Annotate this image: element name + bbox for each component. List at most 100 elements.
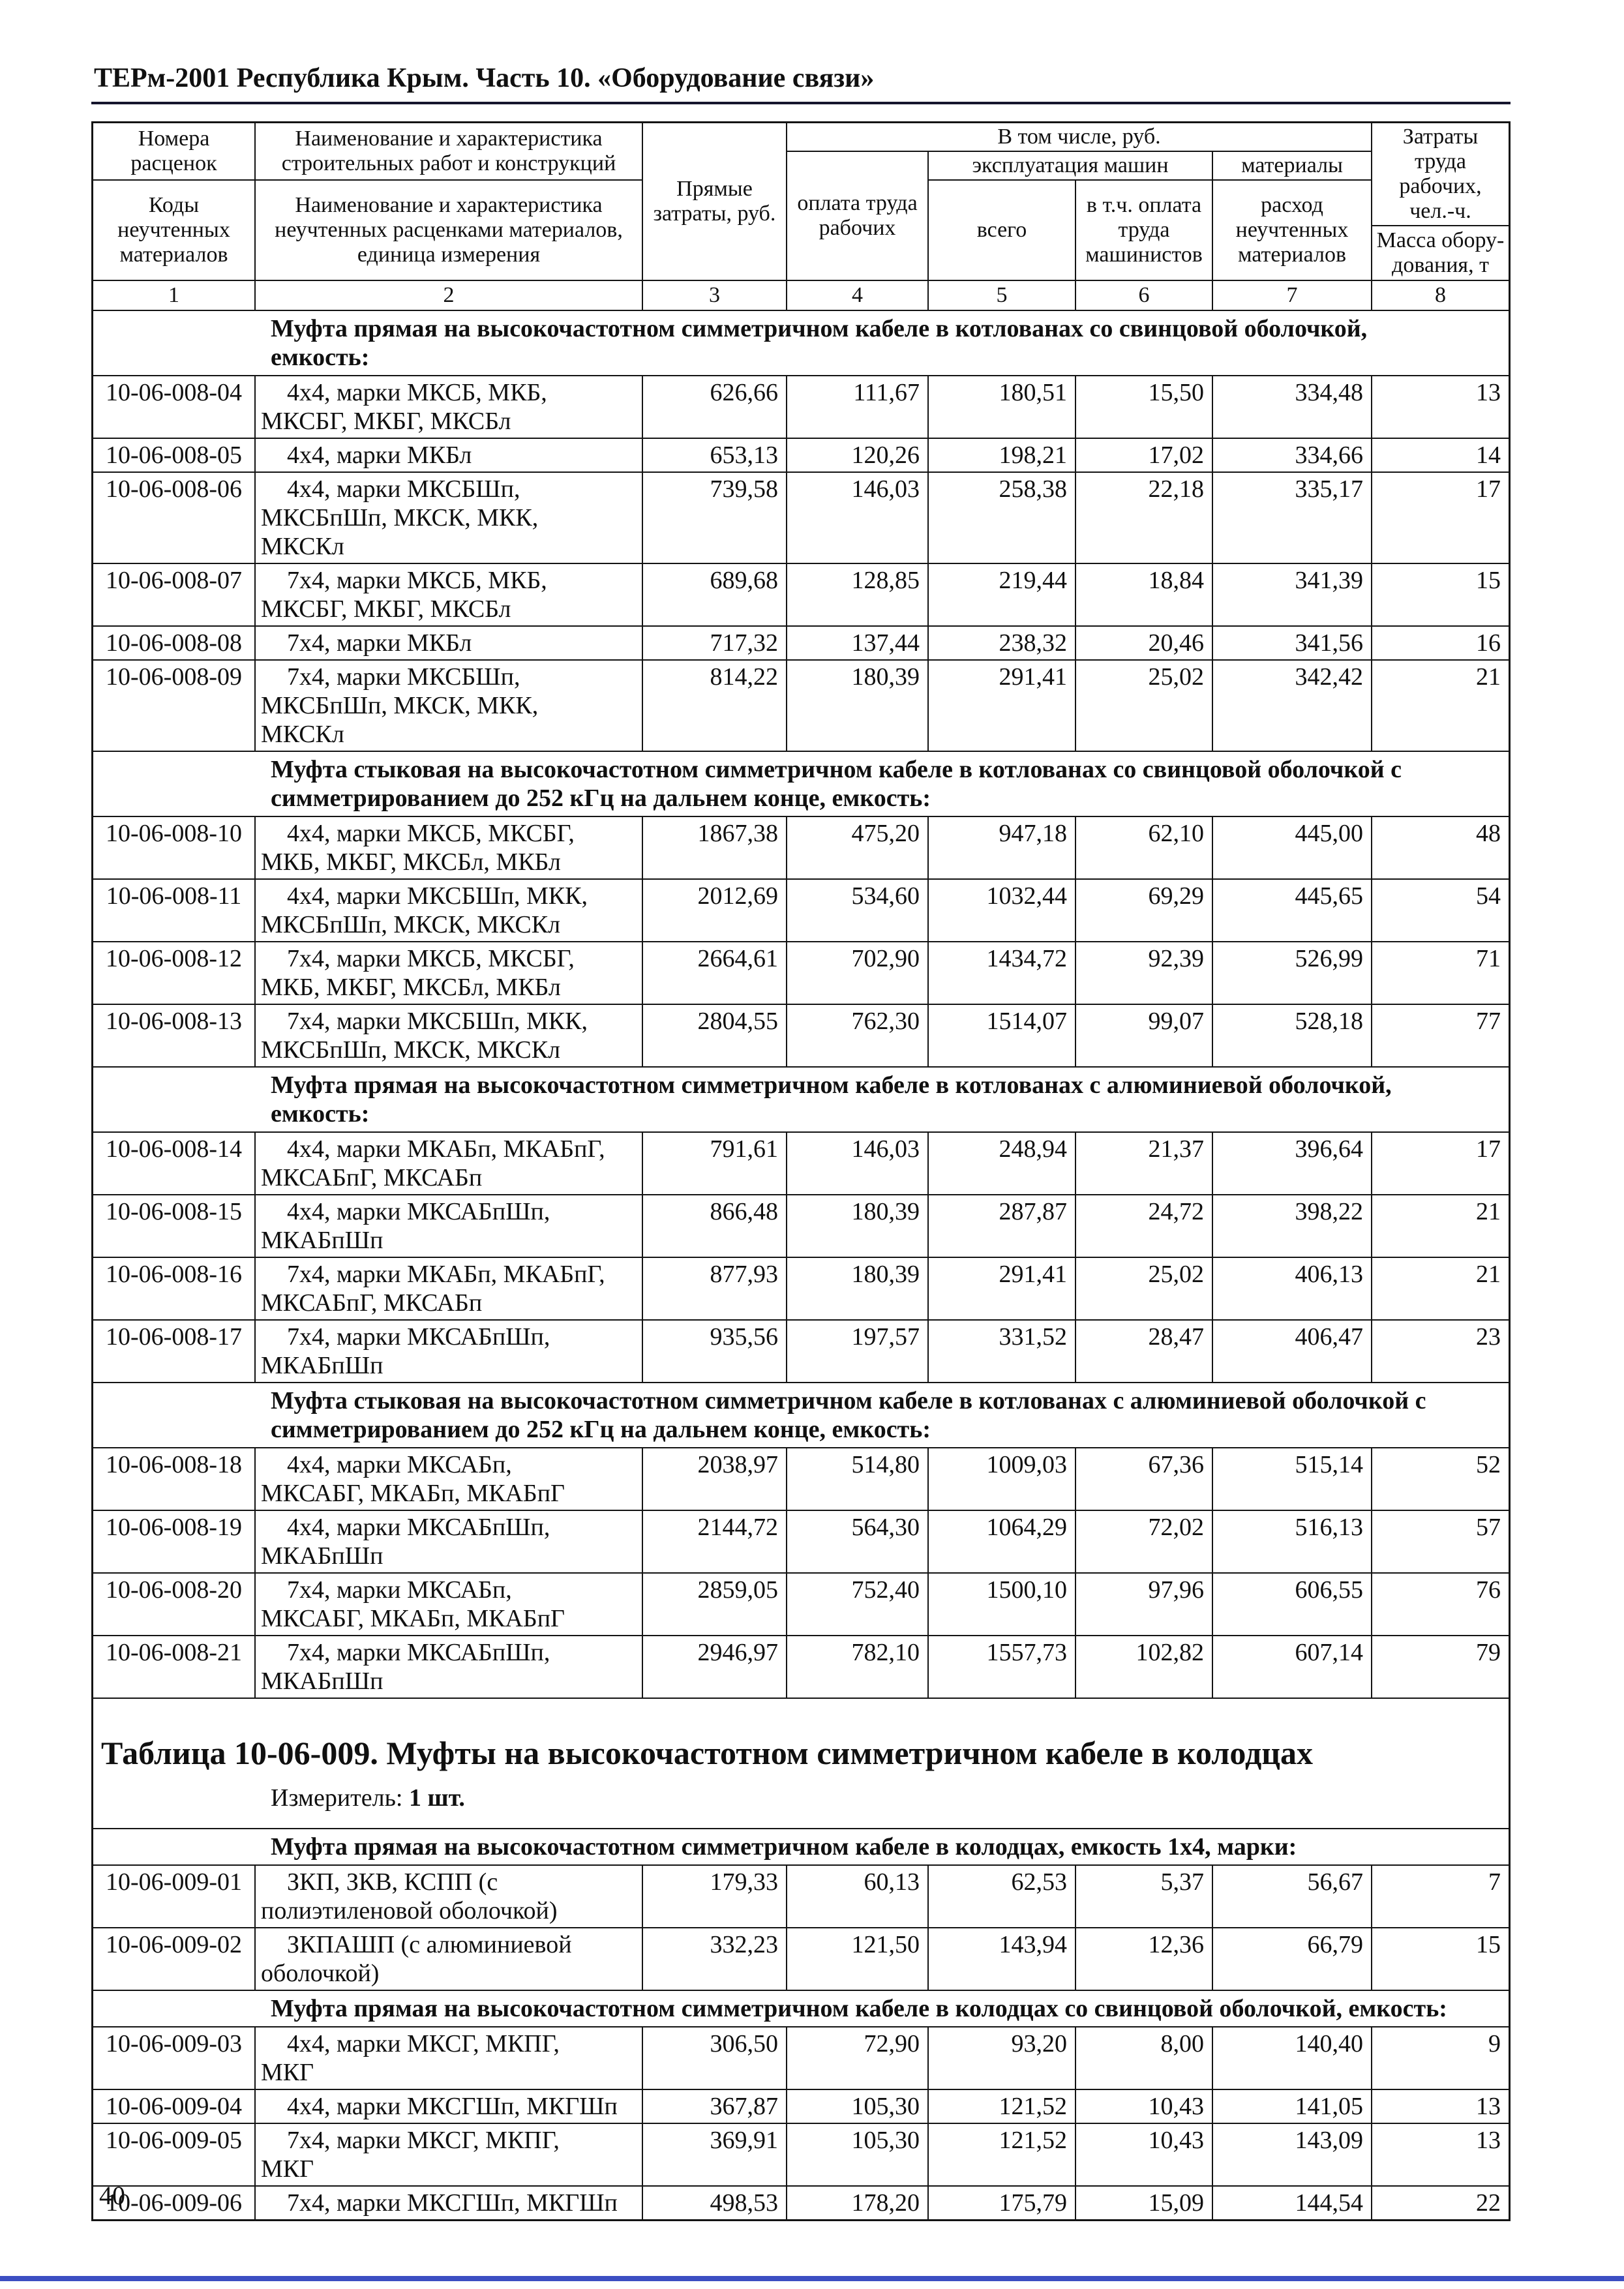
row-value: 607,14 — [1213, 1636, 1372, 1699]
row-name: 4х4, марки МКСБШп, МКК, МКСБпШп, МКСК, М… — [256, 880, 643, 942]
row-value: 334,48 — [1213, 376, 1372, 439]
row-value: 947,18 — [929, 817, 1076, 880]
row-name: 7х4, марки МКСАБп, МКСАБГ, МКАБп, МКАБпГ — [256, 1574, 643, 1636]
row-value: 1557,73 — [929, 1636, 1076, 1699]
row-value: 10,43 — [1076, 2090, 1213, 2124]
row-value: 2144,72 — [643, 1511, 787, 1574]
table-row: 10-06-009-05 7х4, марки МКСГ, МКПГ, МКГ 36… — [93, 2124, 1509, 2187]
table-row: 10-06-009-01 ЗКП, ЗКВ, КСПП (с полиэтилен… — [93, 1866, 1509, 1928]
row-code: 10-06-008-07 — [93, 564, 256, 627]
row-value: 180,39 — [787, 1195, 929, 1258]
row-value: 341,39 — [1213, 564, 1372, 627]
row-value: 15,09 — [1076, 2187, 1213, 2219]
row-value: 198,21 — [929, 439, 1076, 473]
table-row: 10-06-008-21 7х4, марки МКСАБпШп, МКАБпШп… — [93, 1636, 1509, 1699]
row-value: 739,58 — [643, 473, 787, 564]
table-row: 10-06-008-08 7х4, марки МКБл 717,32 137,44 2… — [93, 627, 1509, 661]
header-cell-labor-pay: оплата труда рабочих — [787, 152, 929, 281]
row-value: 291,41 — [929, 661, 1076, 752]
row-code: 10-06-008-14 — [93, 1133, 256, 1195]
header-cell-direct-costs: Прямые затраты, руб. — [643, 123, 787, 281]
row-name: ЗКП, ЗКВ, КСПП (с полиэтиленовой оболочк… — [256, 1866, 643, 1928]
row-value: 72,90 — [787, 2027, 929, 2090]
row-value: 406,13 — [1213, 1258, 1372, 1321]
row-value: 10,43 — [1076, 2124, 1213, 2187]
row-value: 8,00 — [1076, 2027, 1213, 2090]
table-row: 10-06-008-11 4х4, марки МКСБШп, МКК, МКСБ… — [93, 880, 1509, 942]
header-group-machines: эксплуатация машин — [929, 152, 1213, 181]
header-cell-unlisted-codes: Коды неучтенных материалов — [93, 181, 256, 281]
section-header: Муфта прямая на высокочастотном симметри… — [93, 311, 1509, 376]
row-value: 67,36 — [1076, 1448, 1213, 1511]
row-code: 10-06-009-03 — [93, 2027, 256, 2090]
header-cell-machinists-pay: в т.ч. оплата труда машинистов — [1076, 181, 1213, 281]
row-value: 866,48 — [643, 1195, 787, 1258]
row-value: 248,94 — [929, 1133, 1076, 1195]
row-code: 10-06-009-06 — [93, 2187, 256, 2219]
row-value: 14 — [1372, 439, 1509, 473]
row-value: 143,09 — [1213, 2124, 1372, 2187]
row-value: 335,17 — [1213, 473, 1372, 564]
row-name: 4х4, марки МКСБ, МКСБГ, МКБ, МКБГ, МКСБл… — [256, 817, 643, 880]
row-value: 534,60 — [787, 880, 929, 942]
row-value: 2804,55 — [643, 1005, 787, 1068]
row-value: 445,65 — [1213, 880, 1372, 942]
row-value: 62,10 — [1076, 817, 1213, 880]
row-name: 7х4, марки МКСБШп, МКСБпШп, МКСК, МКК, М… — [256, 661, 643, 752]
measure-line: Измеритель: 1 шт. — [101, 1784, 1496, 1812]
row-value: 5,37 — [1076, 1866, 1213, 1928]
row-value: 111,67 — [787, 376, 929, 439]
row-code: 10-06-009-01 — [93, 1866, 256, 1928]
row-value: 66,79 — [1213, 1928, 1372, 1991]
header-cell-materials: материалы — [1213, 152, 1372, 181]
column-number: 3 — [643, 281, 787, 311]
row-value: 179,33 — [643, 1866, 787, 1928]
row-value: 92,39 — [1076, 942, 1213, 1005]
row-value: 2859,05 — [643, 1574, 787, 1636]
row-value: 564,30 — [787, 1511, 929, 1574]
row-name: 4х4, марки МКСАБп, МКСАБГ, МКАБп, МКАБпГ — [256, 1448, 643, 1511]
table-row: 10-06-009-03 4х4, марки МКСГ, МКПГ, МКГ 30… — [93, 2027, 1509, 2090]
row-value: 334,66 — [1213, 439, 1372, 473]
row-value: 22,18 — [1076, 473, 1213, 564]
row-value: 1500,10 — [929, 1574, 1076, 1636]
table-header: Номера расценок Наименование и характери… — [93, 123, 1509, 281]
row-value: 99,07 — [1076, 1005, 1213, 1068]
row-value: 128,85 — [787, 564, 929, 627]
row-name: 4х4, марки МКСБ, МКБ, МКСБГ, МКБГ, МКСБл — [256, 376, 643, 439]
row-value: 528,18 — [1213, 1005, 1372, 1068]
row-value: 219,44 — [929, 564, 1076, 627]
row-value: 54 — [1372, 880, 1509, 942]
row-code: 10-06-008-08 — [93, 627, 256, 661]
table-row: 10-06-009-02 ЗКПАШП (с алюминиевой оболоч… — [93, 1928, 1509, 1991]
header-cell-rate-numbers: Номера расценок — [93, 123, 256, 181]
row-value: 526,99 — [1213, 942, 1372, 1005]
column-number: 4 — [787, 281, 929, 311]
section-header: Муфта прямая на высокочастотном симметри… — [93, 1991, 1509, 2027]
row-value: 25,02 — [1076, 661, 1213, 752]
table-row: 10-06-008-18 4х4, марки МКСАБп, МКСАБГ, М… — [93, 1448, 1509, 1511]
table-body: Муфта прямая на высокочастотном симметри… — [93, 311, 1509, 2219]
row-value: 120,26 — [787, 439, 929, 473]
row-value: 21 — [1372, 661, 1509, 752]
row-value: 93,20 — [929, 2027, 1076, 2090]
row-value: 24,72 — [1076, 1195, 1213, 1258]
header-cell-unlisted-consumption: расход неучтенных материалов — [1213, 181, 1372, 281]
row-value: 57 — [1372, 1511, 1509, 1574]
row-value: 752,40 — [787, 1574, 929, 1636]
row-value: 935,56 — [643, 1321, 787, 1383]
row-value: 62,53 — [929, 1866, 1076, 1928]
row-value: 21 — [1372, 1258, 1509, 1321]
table-row: 10-06-008-09 7х4, марки МКСБШп, МКСБпШп, … — [93, 661, 1509, 752]
row-code: 10-06-008-11 — [93, 880, 256, 942]
row-value: 791,61 — [643, 1133, 787, 1195]
row-name: 7х4, марки МКСАБпШп, МКАБпШп — [256, 1321, 643, 1383]
row-value: 21,37 — [1076, 1133, 1213, 1195]
row-value: 369,91 — [643, 2124, 787, 2187]
row-value: 28,47 — [1076, 1321, 1213, 1383]
row-value: 606,55 — [1213, 1574, 1372, 1636]
column-number: 1 — [93, 281, 256, 311]
row-value: 21 — [1372, 1195, 1509, 1258]
row-code: 10-06-008-05 — [93, 439, 256, 473]
row-value: 1434,72 — [929, 942, 1076, 1005]
